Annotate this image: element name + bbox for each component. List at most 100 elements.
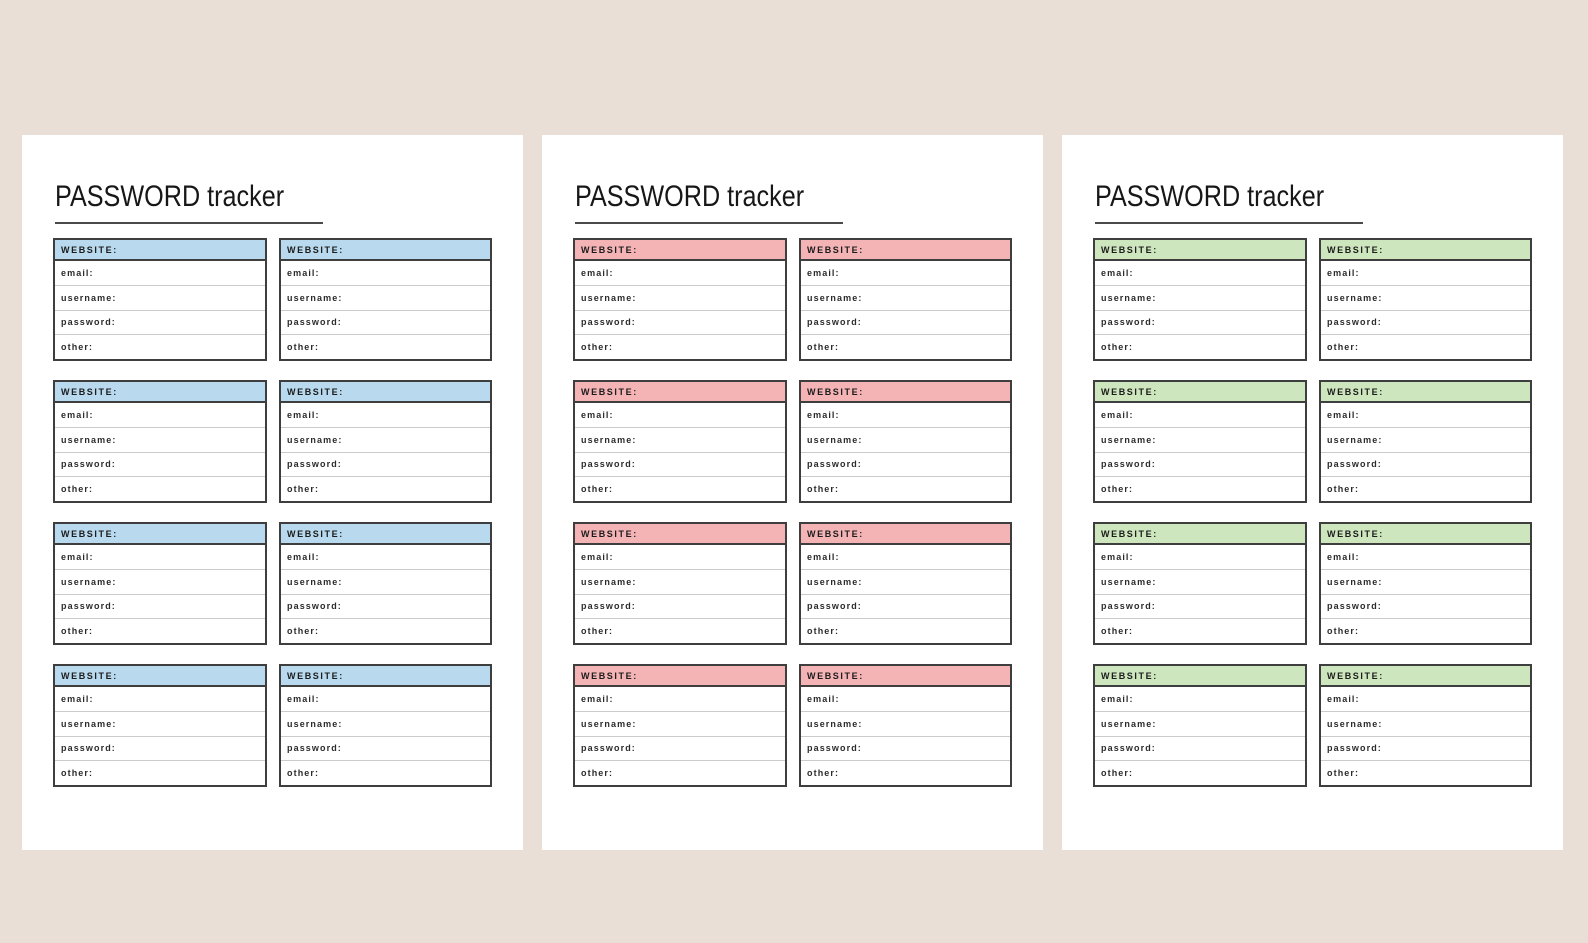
field-label: other: <box>61 342 94 353</box>
card-fields: email: username: password: other: <box>281 261 490 359</box>
field-row: email: <box>801 687 1010 712</box>
field-label: username: <box>581 292 637 303</box>
field-row: email: <box>1095 403 1305 428</box>
website-label: WEBSITE: <box>287 528 344 539</box>
card-fields: email: username: password: other: <box>575 403 785 501</box>
field-label: password: <box>1101 459 1156 470</box>
password-card: WEBSITE: email: username: password: othe… <box>279 522 492 645</box>
field-label: password: <box>1327 459 1382 470</box>
website-label: WEBSITE: <box>1101 528 1158 539</box>
field-label: username: <box>287 576 343 587</box>
field-label: email: <box>581 551 614 562</box>
website-label: WEBSITE: <box>581 528 638 539</box>
field-label: other: <box>61 768 94 779</box>
page-title: PASSWORD tracker <box>1095 180 1325 213</box>
field-row: username: <box>55 428 265 453</box>
field-row: password: <box>1095 311 1305 336</box>
page-title: PASSWORD tracker <box>55 180 285 213</box>
website-label: WEBSITE: <box>807 244 864 255</box>
field-label: other: <box>1101 484 1134 495</box>
card-header: WEBSITE: <box>1095 524 1305 545</box>
password-card: WEBSITE: email: username: password: othe… <box>799 238 1012 361</box>
card-fields: email: username: password: other: <box>1321 261 1530 359</box>
field-label: other: <box>1101 768 1134 779</box>
field-label: username: <box>581 718 637 729</box>
field-label: password: <box>807 317 862 328</box>
field-label: username: <box>287 434 343 445</box>
website-label: WEBSITE: <box>1327 386 1384 397</box>
field-label: username: <box>807 292 863 303</box>
field-row: username: <box>281 286 490 311</box>
website-label: WEBSITE: <box>287 244 344 255</box>
field-row: other: <box>55 335 265 359</box>
field-row: email: <box>575 403 785 428</box>
password-card: WEBSITE: email: username: password: othe… <box>573 664 787 787</box>
field-row: password: <box>801 737 1010 762</box>
card-header: WEBSITE: <box>575 240 785 261</box>
card-fields: email: username: password: other: <box>55 403 265 501</box>
field-row: email: <box>801 545 1010 570</box>
password-card: WEBSITE: email: username: password: othe… <box>799 380 1012 503</box>
field-row: password: <box>281 453 490 478</box>
title-underline <box>1095 222 1363 224</box>
field-row: other: <box>281 619 490 643</box>
field-label: email: <box>287 693 320 704</box>
field-row: password: <box>1321 453 1530 478</box>
card-fields: email: username: password: other: <box>1095 261 1305 359</box>
field-row: username: <box>55 570 265 595</box>
field-label: email: <box>581 693 614 704</box>
field-label: username: <box>287 718 343 729</box>
field-label: username: <box>807 718 863 729</box>
field-row: other: <box>575 619 785 643</box>
field-label: password: <box>807 459 862 470</box>
field-label: password: <box>1101 743 1156 754</box>
field-row: username: <box>1321 570 1530 595</box>
website-label: WEBSITE: <box>61 528 118 539</box>
field-label: email: <box>581 409 614 420</box>
field-label: username: <box>287 292 343 303</box>
field-row: password: <box>1095 453 1305 478</box>
field-row: email: <box>1321 403 1530 428</box>
field-label: other: <box>1327 768 1360 779</box>
field-row: password: <box>55 595 265 620</box>
field-row: email: <box>1095 261 1305 286</box>
card-header: WEBSITE: <box>801 240 1010 261</box>
password-card: WEBSITE: email: username: password: othe… <box>279 664 492 787</box>
card-header: WEBSITE: <box>281 382 490 403</box>
field-label: username: <box>61 718 117 729</box>
field-label: password: <box>61 743 116 754</box>
field-row: other: <box>1095 761 1305 785</box>
field-label: other: <box>807 342 840 353</box>
field-label: other: <box>581 768 614 779</box>
field-row: username: <box>1321 428 1530 453</box>
field-row: username: <box>1095 712 1305 737</box>
card-header: WEBSITE: <box>1095 240 1305 261</box>
field-row: username: <box>281 428 490 453</box>
website-label: WEBSITE: <box>807 670 864 681</box>
card-header: WEBSITE: <box>801 666 1010 687</box>
card-header: WEBSITE: <box>1095 666 1305 687</box>
website-label: WEBSITE: <box>1327 528 1384 539</box>
title-underline <box>55 222 323 224</box>
password-card: WEBSITE: email: username: password: othe… <box>1093 238 1307 361</box>
cards-grid: WEBSITE: email: username: password: othe… <box>573 238 1012 787</box>
field-label: password: <box>287 459 342 470</box>
field-row: password: <box>1095 595 1305 620</box>
card-fields: email: username: password: other: <box>1095 687 1305 785</box>
field-label: email: <box>1101 267 1134 278</box>
password-card: WEBSITE: email: username: password: othe… <box>573 380 787 503</box>
field-label: username: <box>61 576 117 587</box>
field-row: email: <box>1095 545 1305 570</box>
field-label: other: <box>287 768 320 779</box>
card-header: WEBSITE: <box>575 666 785 687</box>
password-card: WEBSITE: email: username: password: othe… <box>53 380 267 503</box>
field-row: username: <box>281 570 490 595</box>
field-label: email: <box>287 551 320 562</box>
card-fields: email: username: password: other: <box>55 261 265 359</box>
field-label: email: <box>287 267 320 278</box>
field-label: email: <box>581 267 614 278</box>
field-label: email: <box>807 409 840 420</box>
website-label: WEBSITE: <box>1101 244 1158 255</box>
website-label: WEBSITE: <box>61 670 118 681</box>
website-label: WEBSITE: <box>287 386 344 397</box>
